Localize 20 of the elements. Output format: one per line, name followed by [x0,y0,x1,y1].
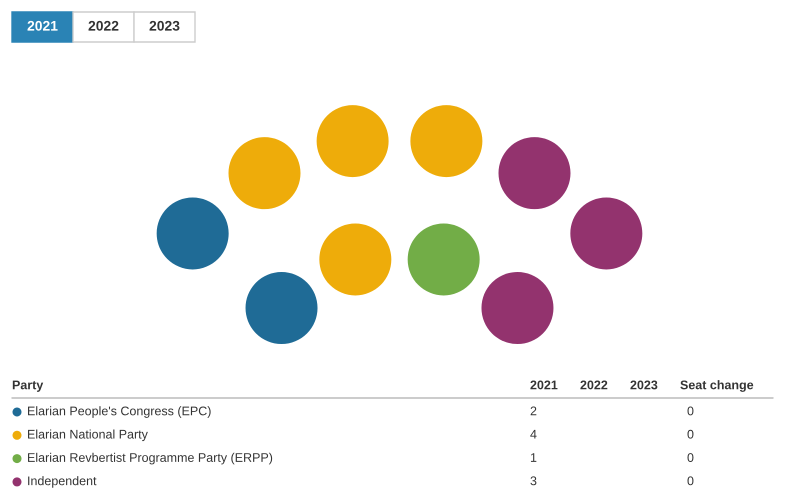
legend-label: 2023 [150,20,180,31]
data-label: 4 [530,430,537,439]
legend-label: 2022 [88,20,118,31]
category-label: Independent [28,476,96,488]
text: Seat change [680,380,754,392]
legend-title: Party [12,380,44,392]
text: 2023 [630,380,658,390]
data-label: 1 [530,453,536,462]
data-label: 3 [530,476,536,486]
category-label: Elarian National Party [28,429,148,442]
data-label: 0 [687,453,694,462]
category-label: Elarian People's Congress (EPC) [28,406,211,418]
data-label: 0 [687,430,694,439]
data-label: 2 [530,406,536,416]
text: 2021 [28,20,58,31]
data-label: 0 [687,476,694,486]
category-label: Elarian Revbertist Programme Party (ERPP) [28,452,272,464]
text: 2021 [530,380,558,390]
data-label: 0 [687,406,694,416]
text: 2022 [580,380,608,390]
